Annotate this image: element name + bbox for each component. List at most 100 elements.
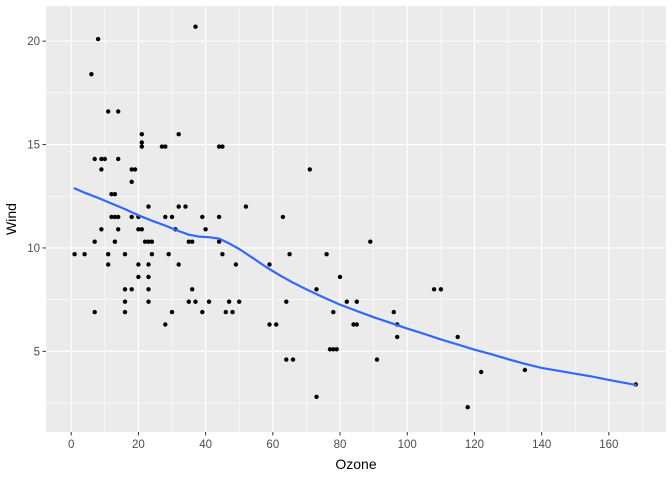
data-point: [139, 144, 144, 149]
data-point: [89, 72, 94, 77]
data-point: [216, 144, 222, 149]
data-point: [200, 309, 205, 315]
data-point: [159, 144, 165, 149]
data-point: [220, 252, 225, 257]
data-point: [193, 299, 198, 304]
data-point: [116, 156, 121, 162]
data-point: [176, 132, 181, 137]
x-tick-label: 80: [334, 439, 347, 451]
data-point: [92, 239, 97, 244]
y-tick-label: 15: [27, 140, 40, 152]
data-point: [337, 274, 343, 280]
data-point: [112, 192, 118, 197]
data-point: [146, 274, 151, 280]
data-point: [99, 167, 104, 172]
data-point: [139, 132, 144, 137]
data-point: [163, 214, 168, 220]
data-point: [354, 299, 359, 304]
data-point: [243, 204, 249, 209]
data-point: [139, 227, 144, 232]
data-point: [136, 262, 141, 267]
data-point: [334, 347, 339, 352]
data-point: [142, 239, 148, 244]
data-point: [136, 227, 141, 232]
data-point: [116, 214, 121, 220]
data-point: [122, 309, 128, 315]
data-point: [95, 36, 101, 42]
data-point: [169, 214, 175, 220]
data-point: [220, 144, 225, 149]
data-point: [112, 214, 118, 220]
data-point: [479, 369, 484, 375]
x-tick-label: 40: [199, 439, 212, 451]
data-point: [284, 357, 289, 362]
data-point: [82, 252, 87, 257]
x-axis: 0 20 40 60 80 100 120 140 160: [68, 432, 618, 451]
data-point: [176, 262, 181, 267]
x-tick-label: 20: [132, 439, 145, 451]
data-point: [327, 347, 333, 352]
data-point: [122, 299, 128, 304]
data-point: [149, 239, 155, 244]
data-point: [102, 156, 108, 162]
points-layer: [72, 24, 638, 410]
data-point: [106, 109, 111, 114]
data-point: [223, 309, 228, 315]
y-tick-label: 10: [27, 243, 40, 255]
x-tick-label: 160: [599, 439, 618, 451]
data-point: [216, 239, 222, 244]
data-point: [368, 239, 373, 244]
data-point: [146, 299, 151, 304]
data-point: [146, 204, 151, 209]
data-point: [109, 214, 114, 220]
data-point: [522, 367, 528, 373]
data-point: [72, 252, 77, 257]
data-point: [455, 334, 460, 340]
data-point: [351, 322, 356, 327]
data-point: [206, 299, 212, 304]
data-point: [163, 322, 168, 327]
y-axis: 5 10 15 20: [27, 36, 46, 358]
data-point: [431, 287, 437, 292]
data-point: [169, 309, 175, 315]
data-point: [354, 322, 359, 327]
data-point: [226, 299, 232, 304]
data-point: [395, 334, 400, 340]
x-tick-label: 100: [398, 439, 417, 451]
data-point: [122, 252, 128, 257]
data-point: [149, 252, 155, 257]
data-point: [391, 309, 396, 315]
data-point: [112, 239, 118, 244]
data-point: [129, 179, 134, 184]
x-tick-label: 60: [266, 439, 279, 451]
data-point: [183, 204, 188, 209]
data-point: [314, 287, 319, 292]
x-tick-label: 0: [68, 439, 74, 451]
data-point: [190, 239, 195, 244]
data-point: [314, 394, 319, 399]
data-point: [163, 144, 168, 149]
data-point: [146, 262, 151, 267]
data-point: [331, 309, 336, 315]
data-point: [193, 24, 198, 29]
data-point: [116, 109, 121, 114]
data-point: [324, 252, 329, 257]
data-point: [233, 262, 239, 267]
y-tick-label: 5: [34, 346, 40, 358]
data-point: [186, 299, 191, 304]
x-tick-label: 120: [465, 439, 484, 451]
data-point: [290, 357, 296, 362]
data-point: [129, 214, 134, 220]
data-point: [190, 287, 195, 292]
data-point: [166, 252, 171, 257]
data-point: [106, 262, 111, 267]
data-point: [307, 167, 312, 172]
data-point: [92, 309, 97, 315]
data-point: [237, 299, 242, 304]
x-axis-title: Ozone: [335, 456, 376, 472]
data-point: [116, 227, 121, 232]
data-point: [438, 287, 444, 292]
data-point: [132, 167, 138, 172]
data-point: [146, 239, 151, 244]
